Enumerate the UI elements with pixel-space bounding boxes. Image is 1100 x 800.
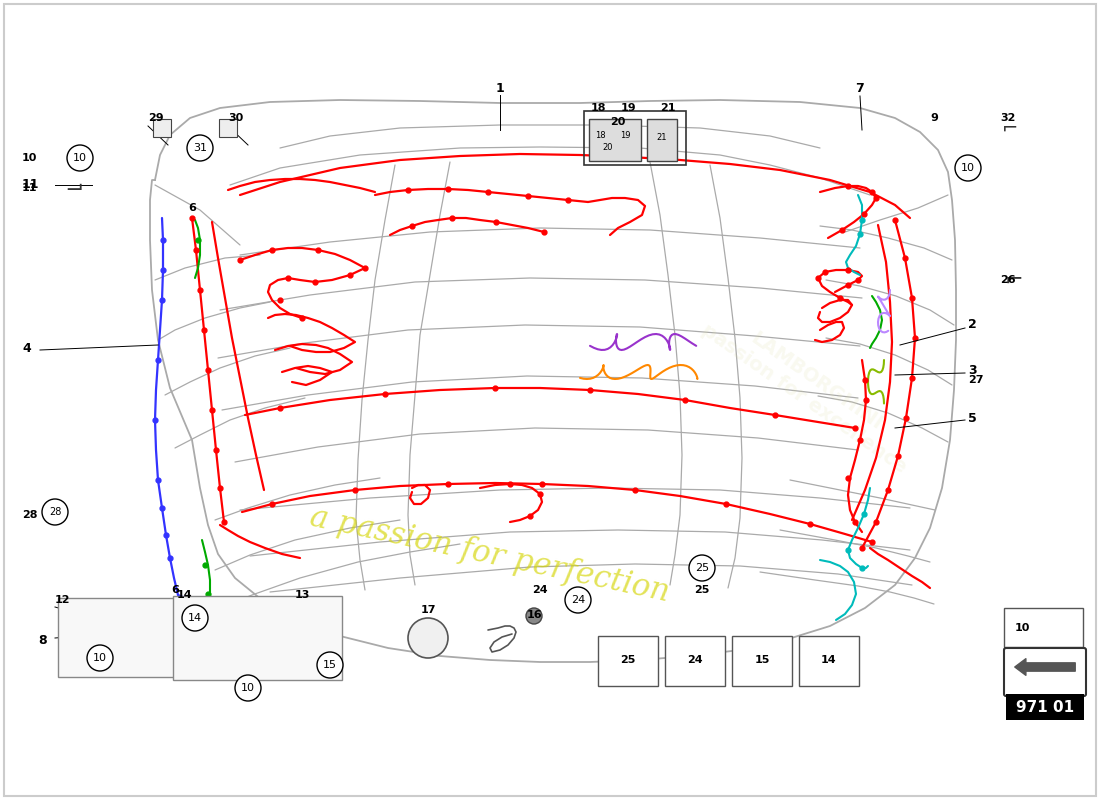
Text: 7: 7 bbox=[856, 82, 865, 94]
Text: 14: 14 bbox=[188, 613, 202, 623]
Text: 20: 20 bbox=[603, 143, 614, 153]
Text: 24: 24 bbox=[688, 655, 703, 665]
Circle shape bbox=[955, 155, 981, 181]
Text: 971 01: 971 01 bbox=[1016, 701, 1074, 715]
Text: 24: 24 bbox=[532, 585, 548, 595]
Text: 8: 8 bbox=[39, 634, 46, 646]
Text: 15: 15 bbox=[323, 660, 337, 670]
Circle shape bbox=[87, 645, 113, 671]
Circle shape bbox=[42, 499, 68, 525]
Text: 12: 12 bbox=[55, 595, 70, 605]
FancyBboxPatch shape bbox=[1004, 648, 1086, 696]
FancyBboxPatch shape bbox=[647, 119, 676, 161]
FancyBboxPatch shape bbox=[666, 636, 725, 686]
Text: 19: 19 bbox=[620, 130, 630, 139]
Text: 13: 13 bbox=[295, 590, 310, 600]
Circle shape bbox=[526, 608, 542, 624]
Text: 10: 10 bbox=[1015, 623, 1031, 633]
Text: 21: 21 bbox=[660, 103, 675, 113]
Circle shape bbox=[187, 135, 213, 161]
Text: 20: 20 bbox=[610, 117, 626, 127]
Text: 11: 11 bbox=[22, 178, 40, 191]
Text: 3: 3 bbox=[968, 363, 977, 377]
Text: 32: 32 bbox=[1000, 113, 1015, 123]
Text: 15: 15 bbox=[755, 655, 770, 665]
Text: 16: 16 bbox=[527, 610, 542, 620]
Text: ⌐: ⌐ bbox=[60, 175, 79, 195]
Text: 6: 6 bbox=[172, 585, 179, 595]
Text: 9: 9 bbox=[930, 113, 938, 123]
Text: 17: 17 bbox=[420, 605, 436, 615]
FancyArrowPatch shape bbox=[1015, 658, 1075, 675]
Text: 26: 26 bbox=[1000, 275, 1015, 285]
Text: 14: 14 bbox=[177, 590, 192, 600]
Text: a passion for perfection: a passion for perfection bbox=[307, 502, 672, 608]
FancyBboxPatch shape bbox=[219, 119, 236, 137]
Text: 10: 10 bbox=[73, 153, 87, 163]
Text: 18: 18 bbox=[595, 130, 606, 139]
Text: 28: 28 bbox=[22, 510, 37, 520]
Text: 11: 11 bbox=[22, 183, 37, 193]
Text: 29: 29 bbox=[148, 113, 164, 123]
Text: 6: 6 bbox=[188, 203, 196, 213]
FancyBboxPatch shape bbox=[588, 119, 641, 161]
Circle shape bbox=[67, 145, 94, 171]
Text: 10: 10 bbox=[22, 153, 37, 163]
Text: 25: 25 bbox=[694, 585, 710, 595]
Text: 31: 31 bbox=[192, 143, 207, 153]
Circle shape bbox=[565, 587, 591, 613]
Text: 10: 10 bbox=[961, 163, 975, 173]
Text: 25: 25 bbox=[695, 563, 710, 573]
Text: 19: 19 bbox=[620, 103, 636, 113]
Text: ⌐: ⌐ bbox=[1002, 118, 1019, 138]
Circle shape bbox=[317, 652, 343, 678]
FancyBboxPatch shape bbox=[58, 598, 192, 677]
Text: 10: 10 bbox=[241, 683, 255, 693]
FancyBboxPatch shape bbox=[598, 636, 658, 686]
Text: 18: 18 bbox=[591, 103, 606, 113]
Circle shape bbox=[235, 675, 261, 701]
Text: 21: 21 bbox=[657, 134, 668, 142]
Text: 14: 14 bbox=[822, 655, 837, 665]
Text: 4: 4 bbox=[22, 342, 31, 354]
Text: 24: 24 bbox=[571, 595, 585, 605]
FancyBboxPatch shape bbox=[1006, 694, 1084, 720]
FancyBboxPatch shape bbox=[1004, 608, 1084, 647]
Text: 10: 10 bbox=[94, 653, 107, 663]
FancyBboxPatch shape bbox=[732, 636, 792, 686]
Text: 2: 2 bbox=[968, 318, 977, 331]
Circle shape bbox=[182, 605, 208, 631]
Text: 25: 25 bbox=[620, 655, 636, 665]
Text: LAMBORGHINI
passion for excellence: LAMBORGHINI passion for excellence bbox=[697, 302, 923, 478]
Text: 1: 1 bbox=[496, 82, 505, 94]
Text: 28: 28 bbox=[48, 507, 62, 517]
FancyBboxPatch shape bbox=[799, 636, 859, 686]
FancyBboxPatch shape bbox=[173, 596, 342, 680]
FancyBboxPatch shape bbox=[153, 119, 170, 137]
Text: 27: 27 bbox=[968, 375, 983, 385]
Text: 30: 30 bbox=[228, 113, 243, 123]
Text: 5: 5 bbox=[968, 411, 977, 425]
Circle shape bbox=[408, 618, 448, 658]
Text: ⌐: ⌐ bbox=[1005, 270, 1024, 290]
Circle shape bbox=[689, 555, 715, 581]
